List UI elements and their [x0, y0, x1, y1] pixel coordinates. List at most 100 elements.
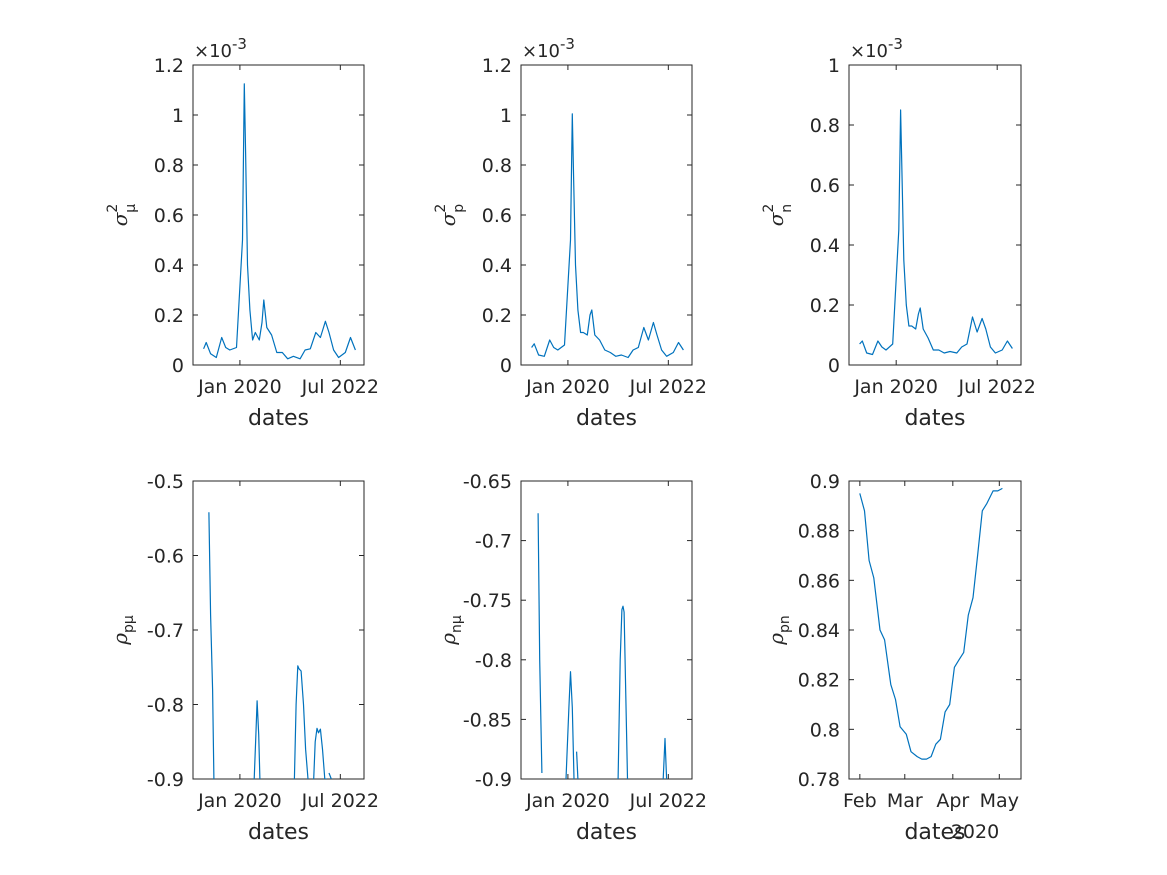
y-tick-label: -0.8 — [147, 695, 184, 717]
y-tick-label: 0.2 — [154, 305, 184, 327]
y-tick-label: 1 — [172, 105, 184, 127]
x-axis-label: dates — [576, 406, 637, 431]
y-axis-label: ρnμ — [436, 615, 465, 646]
series-line-1 — [537, 513, 543, 774]
x-axis-label: dates — [904, 820, 965, 845]
series-line-2 — [253, 700, 261, 779]
series-line-5 — [328, 772, 332, 779]
axes-box — [192, 480, 365, 780]
y-axis-label: σ2 p — [433, 204, 467, 227]
y-tick-label: 0.4 — [482, 255, 512, 277]
subplot-3: 0 0.2 0.4 0.6 0.8 1 Jan 2020 Jul 2022 dates σ2 n ×1… — [761, 35, 1036, 431]
y-tick-label: 0.4 — [810, 235, 840, 257]
y-axis-label: σ2 μ — [105, 204, 139, 227]
y-label-subscript: n — [779, 204, 795, 213]
x-tick-label: May — [980, 790, 1019, 812]
y-tick-label: -0.85 — [463, 709, 512, 731]
axis-multiplier: ×10-3 — [850, 35, 903, 62]
y-label-subscript: μ — [123, 204, 139, 213]
series-line-1 — [203, 83, 356, 360]
y-label-symbol: σ — [764, 211, 788, 226]
multiplier-exponent: -3 — [888, 35, 903, 53]
multiplier-base: ×10 — [850, 41, 888, 62]
y-tick-label: 0.2 — [482, 305, 512, 327]
y-tick-label: 0.78 — [798, 769, 840, 791]
y-tick-label: -0.8 — [475, 650, 512, 672]
y-label-symbol: ρ — [764, 633, 788, 646]
axes-box — [848, 480, 1022, 780]
series-line-4 — [617, 605, 629, 779]
multiplier-exponent: -3 — [560, 35, 575, 53]
series-line-5 — [662, 737, 668, 779]
series-line-4 — [313, 727, 327, 779]
y-tick-label: 1 — [500, 105, 512, 127]
y-tick-label: 1.2 — [482, 55, 512, 77]
series-line-1 — [531, 113, 684, 359]
y-tick-label: 1.2 — [154, 55, 184, 77]
series-line-3 — [576, 751, 579, 779]
y-tick-label: 0.6 — [154, 205, 184, 227]
y-tick-label: 0 — [500, 355, 512, 377]
y-tick-label: 0.8 — [482, 155, 512, 177]
y-label-symbol: ρ — [108, 633, 132, 646]
axis-multiplier: ×10-3 — [522, 35, 575, 62]
subplot-2: 0 0.2 0.4 0.6 0.8 1 1.2 Jan 2020 Jul 2022 dates σ2… — [433, 35, 707, 431]
x-axis-label: dates — [576, 820, 637, 845]
y-tick-label: 0 — [828, 355, 840, 377]
x-tick-label: Jan 2020 — [197, 376, 282, 398]
axis-multiplier: ×10-3 — [194, 35, 247, 62]
y-label-symbol: σ — [436, 211, 460, 226]
y-tick-label: -0.75 — [463, 590, 512, 612]
y-label-subscript: pμ — [121, 615, 137, 633]
x-tick-label: Mar — [887, 790, 923, 812]
y-tick-label: 0.88 — [798, 521, 840, 543]
y-label-symbol: ρ — [436, 633, 460, 646]
axes-box — [848, 64, 1022, 366]
x-tick-label: Feb — [843, 790, 877, 812]
y-tick-label: 0.8 — [810, 115, 840, 137]
y-label-subscript: nμ — [449, 615, 465, 633]
x-tick-label: Jul 2022 — [958, 376, 1036, 398]
y-tick-label: 0.9 — [810, 471, 840, 493]
y-label-superscript: 2 — [433, 204, 449, 213]
x-tick-label: Jul 2022 — [301, 376, 379, 398]
series-line-3 — [293, 665, 309, 779]
x-tick-label: Jul 2022 — [301, 790, 379, 812]
x-tick-label: Jan 2020 — [197, 790, 282, 812]
series-line-1 — [859, 487, 1003, 760]
y-tick-label: 0.86 — [798, 570, 840, 592]
y-tick-label: -0.9 — [475, 769, 512, 791]
x-tick-label: Apr — [936, 790, 969, 812]
y-tick-label: -0.7 — [475, 531, 512, 553]
axes-box — [192, 64, 365, 366]
y-tick-label: 0.6 — [810, 175, 840, 197]
axes-box — [520, 64, 693, 366]
y-tick-label: -0.6 — [147, 546, 184, 568]
y-tick-label: 1 — [828, 55, 840, 77]
x-tick-label: Jul 2022 — [629, 376, 707, 398]
y-tick-label: -0.7 — [147, 620, 184, 642]
y-label-symbol: σ — [108, 211, 132, 226]
x-axis-year-label: 2020 — [951, 821, 999, 843]
y-tick-label: 0.82 — [798, 670, 840, 692]
x-tick-label: Jul 2022 — [629, 790, 707, 812]
y-tick-label: 0.6 — [482, 205, 512, 227]
y-tick-label: 0.4 — [154, 255, 184, 277]
y-label-subscript: pn — [777, 615, 793, 633]
y-label-subscript: p — [451, 204, 467, 213]
multiplier-base: ×10 — [522, 41, 560, 62]
y-tick-label: 0 — [172, 355, 184, 377]
y-tick-label: 0.2 — [810, 295, 840, 317]
y-tick-label: -0.9 — [147, 769, 184, 791]
multiplier-exponent: -3 — [232, 35, 247, 53]
x-tick-label: Jan 2020 — [525, 376, 610, 398]
y-axis-label: ρpμ — [108, 615, 137, 646]
y-axis-label: σ2 n — [761, 204, 795, 227]
x-axis-label: dates — [248, 406, 309, 431]
y-tick-label: 0.8 — [810, 719, 840, 741]
series-line-1 — [208, 512, 215, 779]
x-tick-label: Jan 2020 — [525, 790, 610, 812]
y-axis-label: ρpn — [764, 615, 793, 646]
y-label-superscript: 2 — [105, 204, 121, 213]
